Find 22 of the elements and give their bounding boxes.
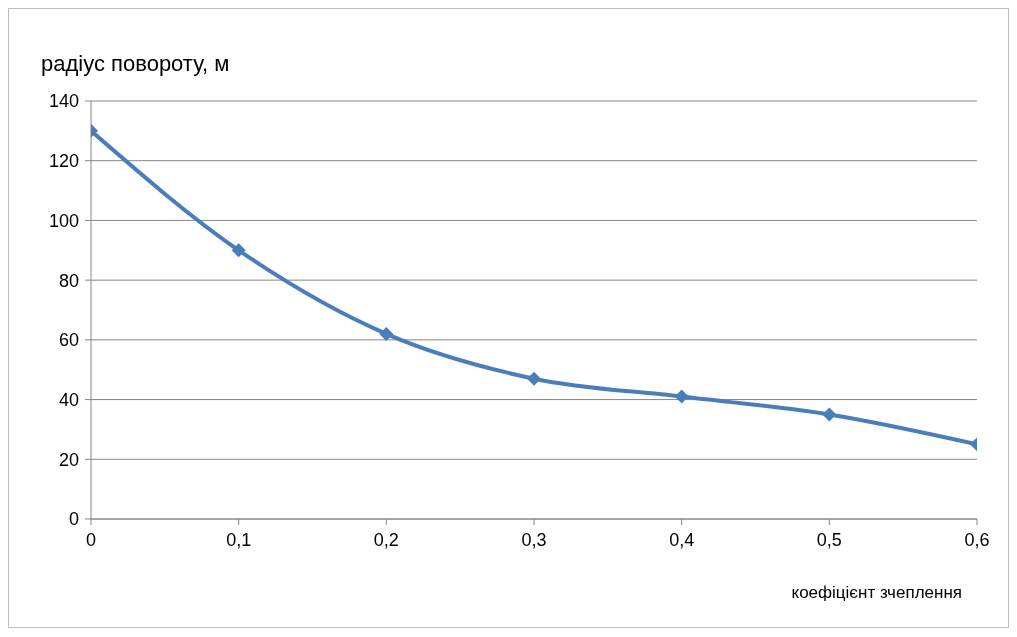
- point: [379, 326, 394, 341]
- y-tick-label: 20: [58, 449, 79, 470]
- y-tick-label: 140: [48, 91, 79, 112]
- point: [822, 407, 837, 422]
- point: [674, 389, 689, 404]
- x-tick-label: 0,3: [521, 529, 547, 550]
- x-tick-label: 0,4: [669, 529, 695, 550]
- point: [231, 243, 246, 258]
- y-tick-label: 100: [48, 210, 79, 231]
- y-tick-label: 80: [58, 270, 79, 291]
- y-tick-label: 40: [58, 389, 79, 410]
- x-tick-label: 0,2: [373, 529, 399, 550]
- y-tick-label: 60: [58, 330, 79, 351]
- point: [527, 371, 541, 386]
- x-axis-title: коефіцієнт зчеплення: [791, 583, 962, 603]
- y-tick-label: 0: [68, 509, 79, 530]
- x-tick-label: 0,1: [226, 529, 252, 550]
- x-tick-label: 0: [85, 529, 97, 550]
- y-tick-label: 120: [48, 151, 79, 172]
- x-tick-label: 0,5: [816, 529, 842, 550]
- y-axis-title: радіус повороту, м: [41, 51, 230, 77]
- x-tick-label: 0,6: [964, 529, 990, 550]
